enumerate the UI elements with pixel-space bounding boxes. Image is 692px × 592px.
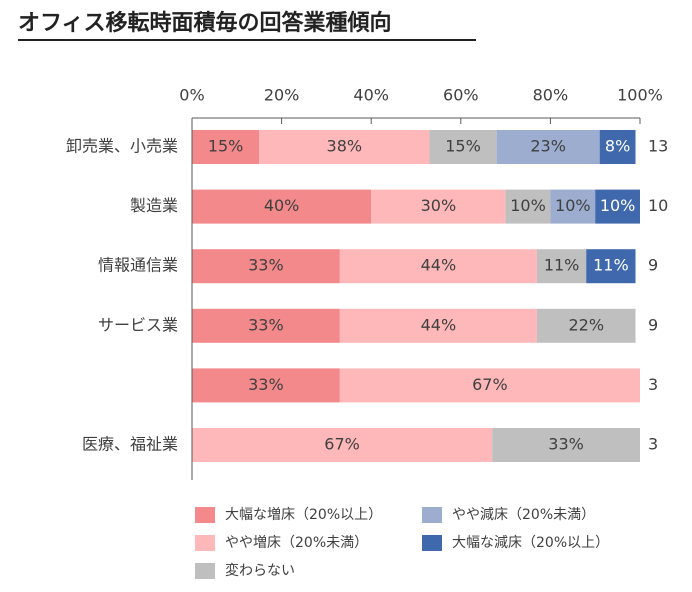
bar-segment (586, 249, 636, 284)
value-label: 15% (445, 137, 481, 156)
bar-segment (505, 189, 551, 224)
value-label: 33% (248, 256, 284, 275)
value-label: 10% (600, 196, 636, 215)
category-label: 情報通信業 (98, 256, 178, 275)
bar-segment (192, 428, 493, 462)
bar-segment (595, 189, 640, 224)
category-label: サービス業 (98, 315, 178, 334)
legend-swatch (195, 535, 215, 551)
legend-swatch (195, 563, 215, 579)
value-label: 40% (264, 196, 300, 215)
value-label: 44% (421, 256, 457, 275)
x-tick-label: 20% (264, 86, 300, 105)
bar-segment (496, 130, 600, 164)
value-label: 33% (548, 435, 584, 454)
value-label: 11% (593, 256, 629, 275)
bar-segment (192, 308, 340, 343)
legend-swatch (422, 507, 442, 523)
value-label: 33% (248, 315, 284, 334)
legend-label: 大幅な減床（20%以上） (452, 534, 609, 551)
bar-segment (259, 130, 430, 164)
value-label: 11% (544, 256, 580, 275)
x-tick-label: 80% (533, 86, 569, 105)
legend-swatch (422, 535, 442, 551)
bar-segment (339, 368, 640, 403)
value-label: 8% (605, 137, 630, 156)
bar-segment (371, 189, 506, 224)
bar-segment (339, 249, 537, 284)
legend-swatch (195, 507, 215, 523)
bar-segment (550, 189, 596, 224)
legend-label: 変わらない (225, 562, 295, 579)
count-label: 13 (648, 137, 668, 156)
bar-segment (192, 368, 340, 403)
bar-segment (492, 428, 640, 462)
value-label: 10% (510, 196, 546, 215)
bar-segment (536, 308, 636, 343)
bar-segment (339, 308, 537, 343)
value-label: 30% (421, 196, 457, 215)
bar-segment (429, 130, 497, 164)
bar-segment (599, 130, 636, 164)
x-tick-label: 0% (179, 86, 204, 105)
bar-segment (192, 249, 340, 284)
bar-segment (192, 189, 372, 224)
value-label: 67% (472, 375, 508, 394)
x-tick-label: 40% (353, 86, 389, 105)
chart-title: オフィス移転時面積毎の回答業種傾向 (18, 10, 392, 36)
x-tick-label: 60% (443, 86, 479, 105)
value-label: 33% (248, 375, 284, 394)
count-label: 3 (648, 375, 658, 394)
legend-label: 大幅な増床（20%以上） (225, 507, 382, 523)
value-label: 15% (208, 137, 244, 156)
value-label: 23% (530, 137, 566, 156)
bar-segment (536, 249, 587, 284)
bar-segment (192, 130, 260, 164)
category-label: 製造業 (130, 196, 178, 215)
value-label: 67% (324, 435, 360, 454)
count-label: 10 (648, 196, 668, 215)
value-label: 44% (421, 315, 457, 334)
value-label: 38% (327, 137, 363, 156)
count-label: 3 (648, 435, 658, 454)
legend-label: やや増床（20%未満） (225, 535, 368, 551)
x-tick-label: 100% (617, 86, 663, 105)
category-label: 医療、福祉業 (82, 435, 178, 454)
value-label: 22% (568, 315, 604, 334)
category-label: 卸売業、小売業 (66, 137, 178, 156)
value-label: 10% (555, 196, 591, 215)
count-label: 9 (648, 315, 658, 334)
count-label: 9 (648, 256, 658, 275)
legend-label: やや減床（20%未満） (452, 506, 595, 523)
